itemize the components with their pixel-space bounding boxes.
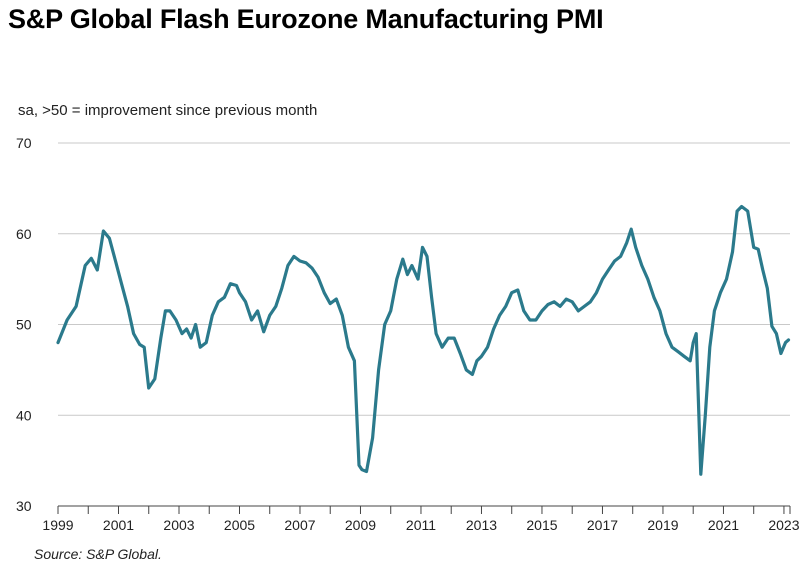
x-tick-label: 2003 — [163, 517, 194, 533]
series-layer — [56, 204, 791, 476]
x-tick-label: 2009 — [345, 517, 376, 533]
gridlines — [58, 142, 790, 416]
x-tick-label: 2001 — [103, 517, 134, 533]
x-tick-label: 2005 — [224, 517, 255, 533]
x-tick-label: 2023 — [768, 517, 799, 533]
x-tick-label: 2011 — [406, 517, 436, 533]
x-tick-label: 1999 — [42, 517, 73, 533]
y-tick-label: 50 — [16, 317, 32, 333]
pmi-series-line — [56, 204, 791, 476]
x-tick-labels: 1999 2001 2003 2005 2007 2009 2011 2013 2015 2017… — [42, 517, 799, 533]
chart-source: Source: S&P Global. — [34, 546, 162, 562]
x-axis — [57, 505, 791, 514]
x-tick-label: 2017 — [587, 517, 618, 533]
y-tick-label: 40 — [16, 407, 32, 423]
x-tick-label: 2019 — [647, 517, 678, 533]
chart-title: S&P Global Flash Eurozone Manufacturing … — [8, 4, 604, 34]
x-tick-label: 2013 — [466, 517, 497, 533]
x-tick-label: 2007 — [284, 517, 315, 533]
x-tick-label: 2021 — [708, 517, 739, 533]
y-tick-label: 30 — [16, 498, 32, 514]
y-tick-labels: 30 40 50 60 70 — [16, 135, 32, 514]
chart-subtitle: sa, >50 = improvement since previous mon… — [18, 102, 318, 119]
y-tick-label: 60 — [16, 226, 32, 242]
x-tick-label: 2015 — [526, 517, 557, 533]
y-tick-label: 70 — [16, 135, 32, 151]
